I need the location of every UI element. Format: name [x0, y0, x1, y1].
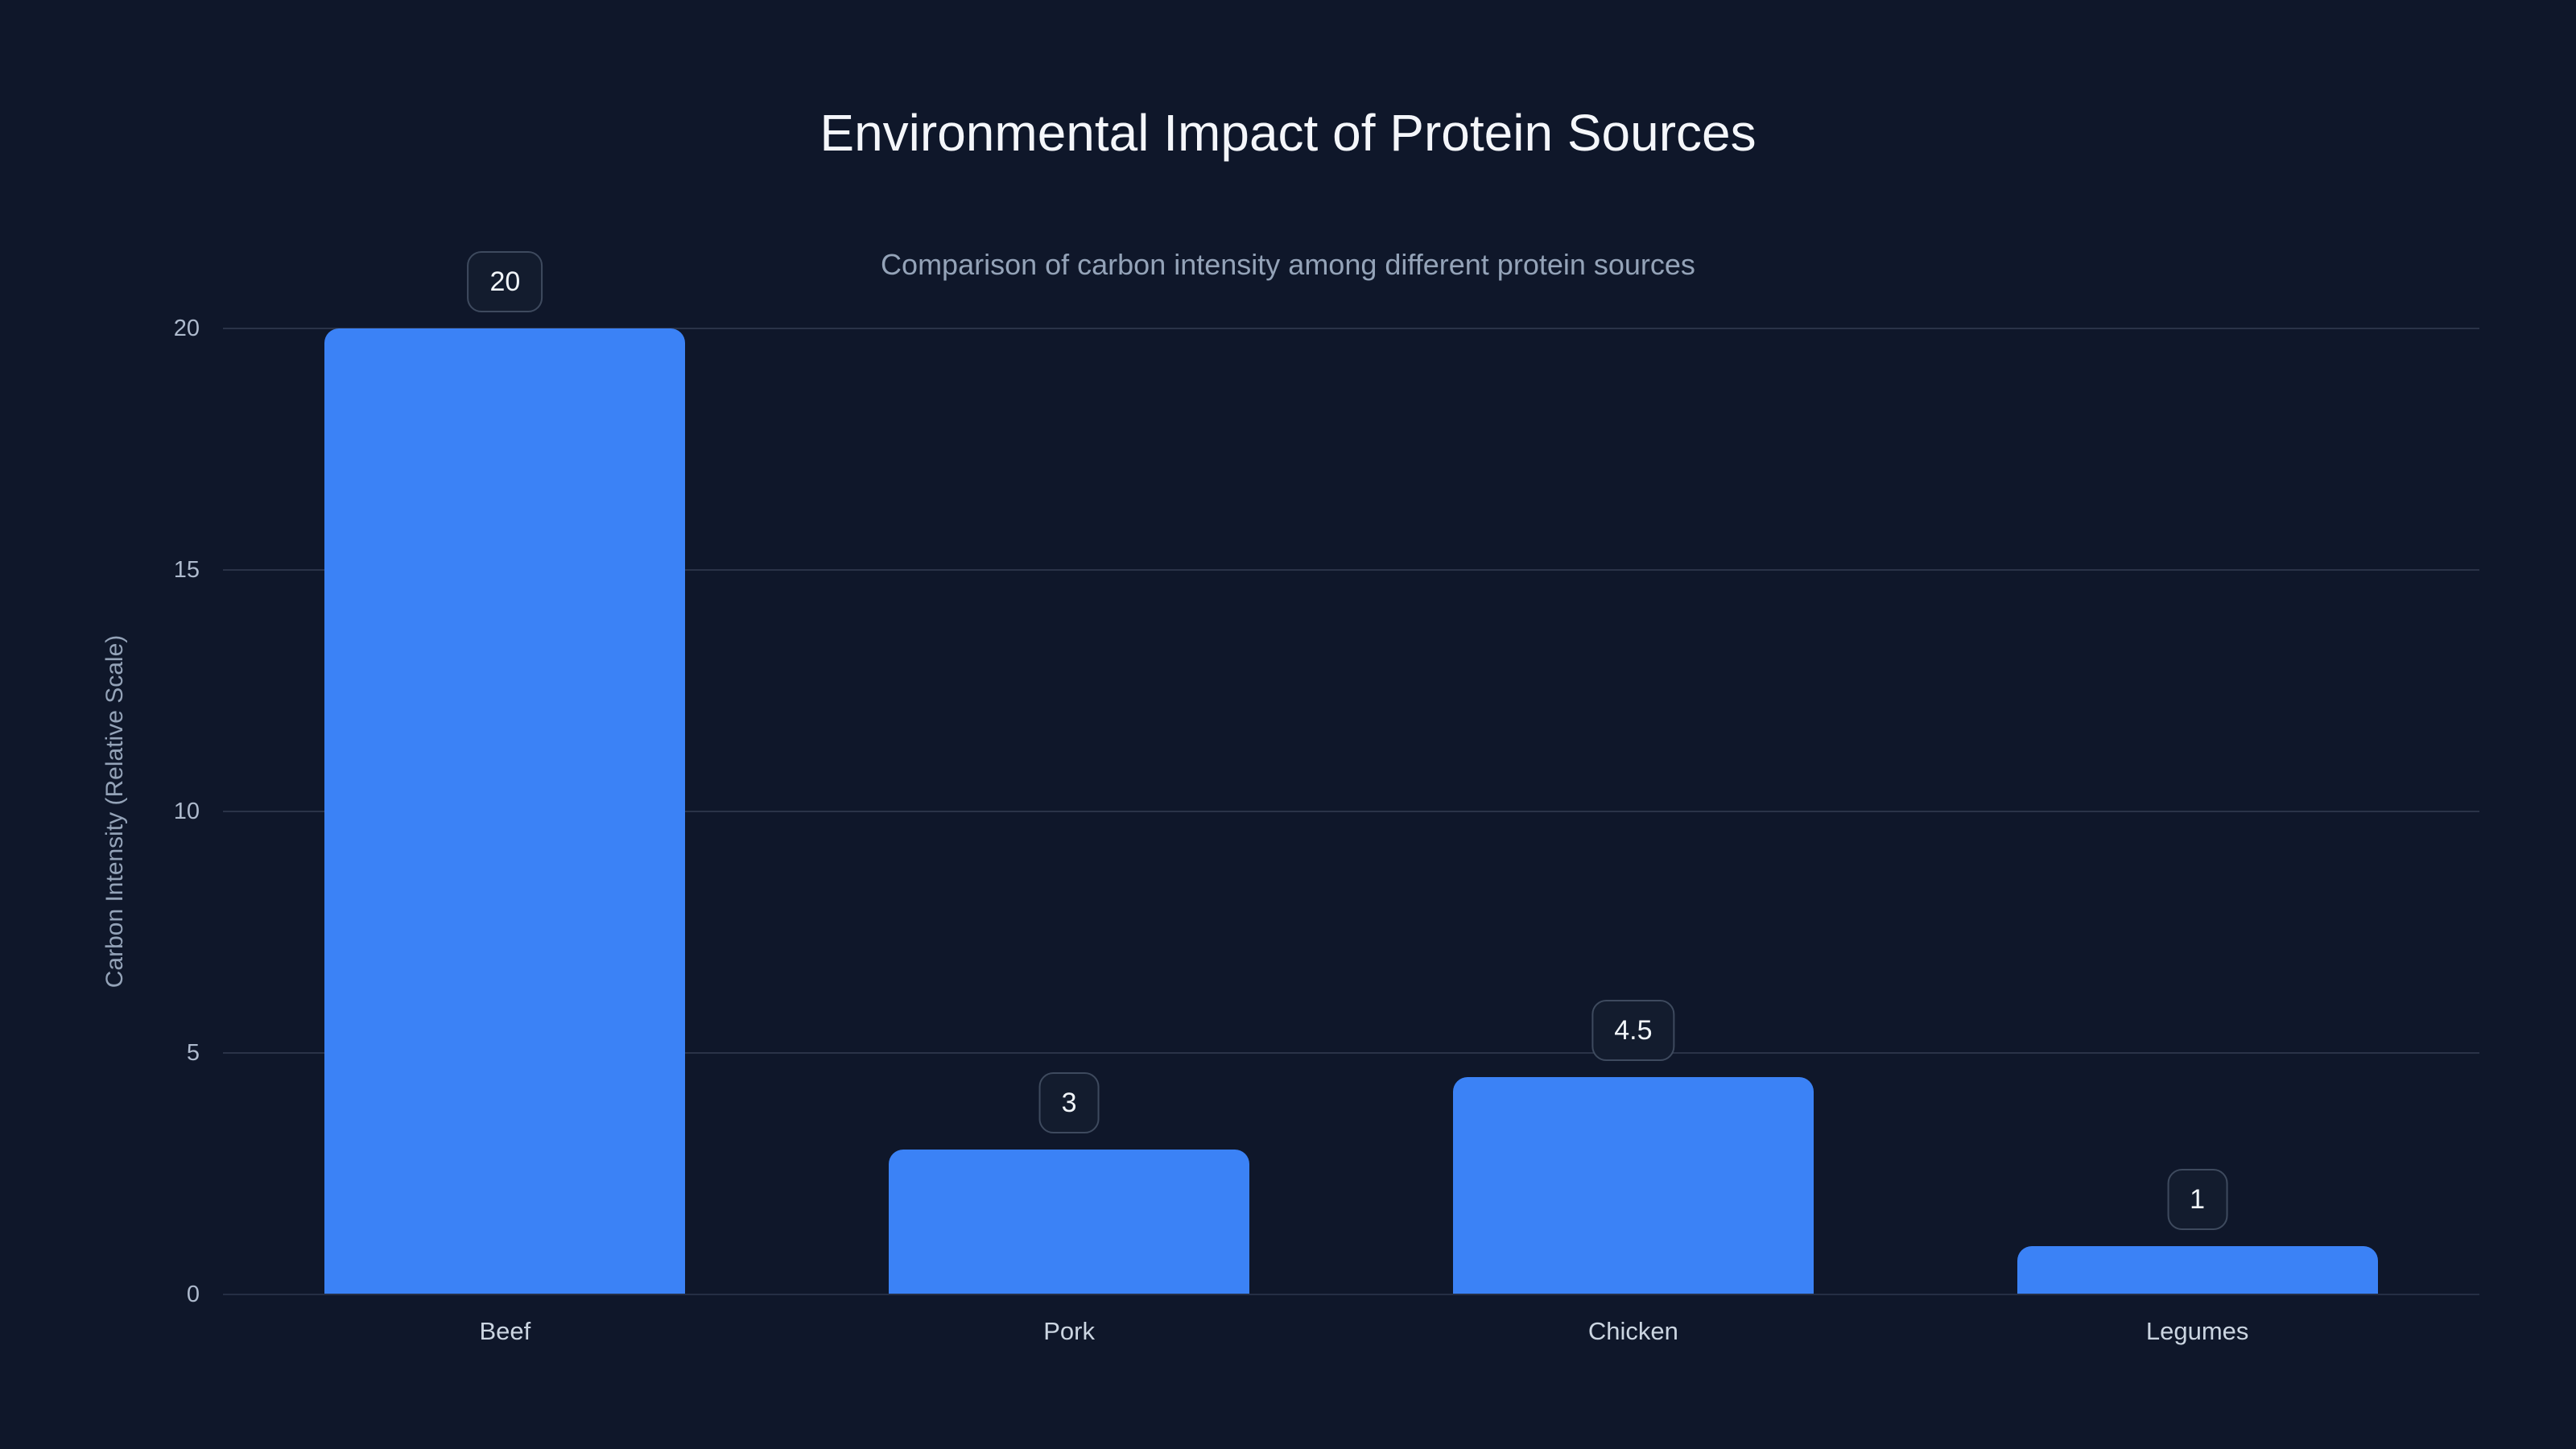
bar-pork[interactable]: [889, 1150, 1249, 1294]
gridline: [223, 328, 2479, 329]
x-tick-label-legumes: Legumes: [2145, 1317, 2249, 1345]
y-tick-label: 15: [173, 557, 200, 583]
x-tick-label-chicken: Chicken: [1587, 1317, 1678, 1345]
value-badge-beef: 20: [467, 251, 543, 312]
y-tick-label: 5: [186, 1040, 200, 1066]
x-tick-label-pork: Pork: [1043, 1317, 1095, 1345]
chart-subtitle: Comparison of carbon intensity among dif…: [881, 248, 1695, 281]
bar-beef[interactable]: [324, 328, 685, 1294]
value-badge-chicken: 4.5: [1591, 1000, 1675, 1061]
value-badge-pork: 3: [1038, 1072, 1100, 1133]
y-tick-label: 0: [186, 1282, 200, 1307]
chart-title: Environmental Impact of Protein Sources: [819, 104, 1757, 162]
x-axis-line: [223, 1294, 2479, 1295]
gridline: [223, 1052, 2479, 1054]
y-tick-label: 10: [173, 799, 200, 824]
gridline: [223, 811, 2479, 812]
gridline: [223, 569, 2479, 571]
bar-chicken[interactable]: [1453, 1077, 1814, 1294]
y-tick-label: 20: [173, 316, 200, 341]
x-tick-label-beef: Beef: [479, 1317, 531, 1345]
value-badge-legumes: 1: [2167, 1169, 2228, 1230]
bar-legumes[interactable]: [2017, 1246, 2378, 1294]
